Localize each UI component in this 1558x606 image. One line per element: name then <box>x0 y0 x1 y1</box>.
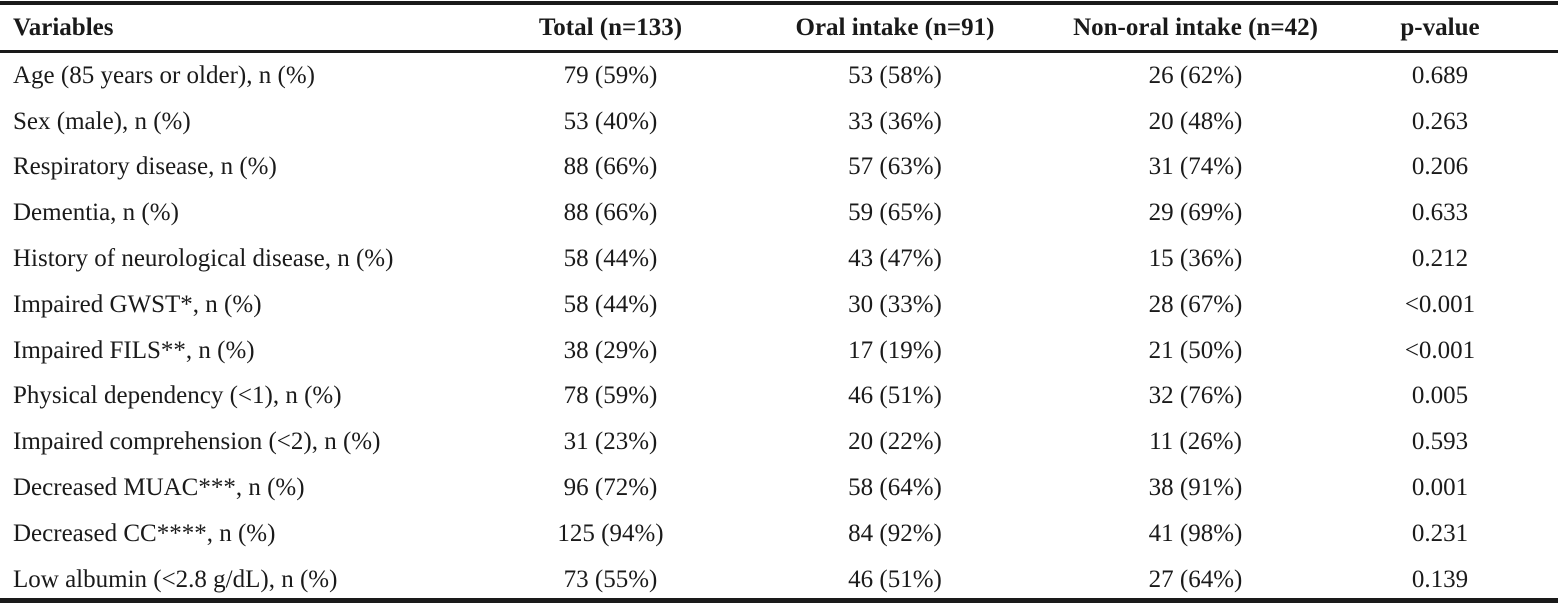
table-row: Respiratory disease, n (%) 88 (66%) 57 (63… <box>0 145 1558 191</box>
cell-non-oral-intake: 20 (48%) <box>1148 107 1243 135</box>
cell-total: 96 (72%) <box>563 474 658 502</box>
cell-variable: Age (85 years or older), n (%) <box>13 61 315 89</box>
cell-total: 58 (44%) <box>563 290 658 318</box>
cell-p-value: 0.633 <box>1411 199 1469 227</box>
cell-oral-intake: 57 (63%) <box>848 153 942 181</box>
cell-variable: Impaired GWST*, n (%) <box>13 290 262 318</box>
cell-variable: Decreased CC****, n (%) <box>13 519 276 547</box>
cell-total: 79 (59%) <box>563 61 658 89</box>
table-header-rule <box>0 50 1558 53</box>
header-p-value: p-value <box>1400 13 1480 41</box>
cell-non-oral-intake: 38 (91%) <box>1148 474 1243 502</box>
cell-p-value: 0.263 <box>1411 107 1469 135</box>
cell-oral-intake: 59 (65%) <box>848 199 942 227</box>
cell-non-oral-intake: 26 (62%) <box>1148 61 1243 89</box>
table-row: Dementia, n (%) 88 (66%) 59 (65%) 29 (69%) 0… <box>0 190 1558 236</box>
cell-p-value: 0.001 <box>1411 474 1469 502</box>
cell-p-value: 0.212 <box>1411 245 1469 273</box>
cell-variable: Respiratory disease, n (%) <box>13 153 277 181</box>
cell-p-value: 0.005 <box>1411 382 1469 410</box>
cell-non-oral-intake: 31 (74%) <box>1148 153 1243 181</box>
cell-oral-intake: 53 (58%) <box>848 61 942 89</box>
cell-non-oral-intake: 11 (26%) <box>1149 428 1242 456</box>
cell-variable: History of neurological disease, n (%) <box>13 245 394 273</box>
cell-oral-intake: 33 (36%) <box>848 107 942 135</box>
cell-total: 78 (59%) <box>563 382 658 410</box>
data-table: Variables Total (n=133) Oral intake (n=9… <box>0 5 1558 603</box>
cell-variable: Dementia, n (%) <box>13 199 179 227</box>
table-row: Sex (male), n (%) 53 (40%) 33 (36%) 20 (48%… <box>0 99 1558 145</box>
table-row: Impaired GWST*, n (%) 58 (44%) 30 (33%) 28 … <box>0 282 1558 328</box>
table-row: Age (85 years or older), n (%) 79 (59%) 53… <box>0 50 1558 99</box>
cell-non-oral-intake: 15 (36%) <box>1148 245 1243 273</box>
cell-non-oral-intake: 28 (67%) <box>1148 290 1243 318</box>
cell-total: 73 (55%) <box>563 565 658 593</box>
header-row: Variables Total (n=133) Oral intake (n=9… <box>0 5 1558 50</box>
cell-p-value: 0.689 <box>1411 61 1469 89</box>
cell-non-oral-intake: 29 (69%) <box>1148 199 1243 227</box>
table-row: Decreased MUAC***, n (%) 96 (72%) 58 (64%)… <box>0 465 1558 511</box>
cell-variable: Decreased MUAC***, n (%) <box>13 474 305 502</box>
cell-p-value: 0.206 <box>1411 153 1469 181</box>
cell-total: 53 (40%) <box>563 107 658 135</box>
cell-variable: Impaired FILS**, n (%) <box>13 336 255 364</box>
cell-variable: Physical dependency (<1), n (%) <box>13 382 342 410</box>
cell-total: 88 (66%) <box>563 199 658 227</box>
cell-p-value: 0.231 <box>1411 519 1469 547</box>
table-body: Age (85 years or older), n (%) 79 (59%) 53… <box>0 50 1558 603</box>
table-bottom-rule <box>0 598 1558 603</box>
header-oral-intake: Oral intake (n=91) <box>795 13 995 41</box>
cell-non-oral-intake: 27 (64%) <box>1148 565 1243 593</box>
cell-p-value: 0.593 <box>1411 428 1469 456</box>
cell-total: 38 (29%) <box>563 336 658 364</box>
cell-p-value: <0.001 <box>1404 336 1476 364</box>
cell-variable: Sex (male), n (%) <box>13 107 191 135</box>
cell-non-oral-intake: 21 (50%) <box>1148 336 1243 364</box>
cell-total: 58 (44%) <box>563 245 658 273</box>
table-row: Physical dependency (<1), n (%) 78 (59%) 4… <box>0 374 1558 420</box>
table-row: Impaired comprehension (<2), n (%) 31 (23… <box>0 419 1558 465</box>
cell-non-oral-intake: 41 (98%) <box>1148 519 1243 547</box>
cell-total: 31 (23%) <box>563 428 658 456</box>
cell-oral-intake: 46 (51%) <box>848 565 942 593</box>
table-row: Impaired FILS**, n (%) 38 (29%) 17 (19%) 21… <box>0 328 1558 374</box>
cell-p-value: 0.139 <box>1411 565 1469 593</box>
cell-oral-intake: 17 (19%) <box>848 336 942 364</box>
table-top-rule <box>0 1 1558 5</box>
cell-oral-intake: 20 (22%) <box>848 428 942 456</box>
cell-total: 88 (66%) <box>563 153 658 181</box>
cell-oral-intake: 43 (47%) <box>848 245 942 273</box>
cell-oral-intake: 58 (64%) <box>848 474 942 502</box>
cell-oral-intake: 30 (33%) <box>848 290 942 318</box>
cell-oral-intake: 84 (92%) <box>848 519 942 547</box>
table-row: History of neurological disease, n (%) 58… <box>0 236 1558 282</box>
cell-p-value: <0.001 <box>1404 290 1476 318</box>
table-row: Decreased CC****, n (%) 125 (94%) 84 (92%)… <box>0 511 1558 557</box>
cell-variable: Low albumin (<2.8 g/dL), n (%) <box>13 565 338 593</box>
cell-non-oral-intake: 32 (76%) <box>1148 382 1243 410</box>
header-non-oral-intake: Non-oral intake (n=42) <box>1073 13 1318 41</box>
header-total: Total (n=133) <box>538 13 683 41</box>
header-variables: Variables <box>13 13 114 41</box>
cell-oral-intake: 46 (51%) <box>848 382 942 410</box>
table-header: Variables Total (n=133) Oral intake (n=9… <box>0 5 1558 50</box>
table-row: Low albumin (<2.8 g/dL), n (%) 73 (55%) 46… <box>0 557 1558 603</box>
cell-variable: Impaired comprehension (<2), n (%) <box>13 428 381 456</box>
cell-total: 125 (94%) <box>557 519 664 547</box>
